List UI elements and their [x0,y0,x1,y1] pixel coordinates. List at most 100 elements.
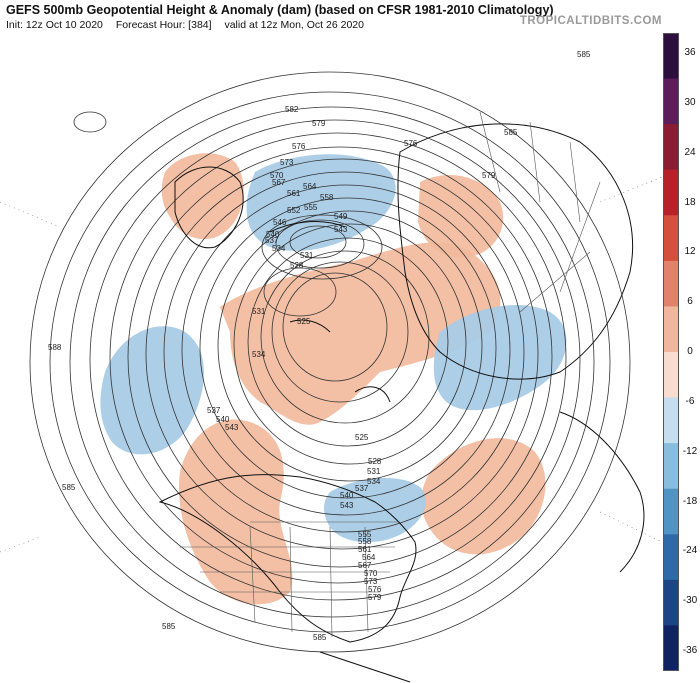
label-567: 567 [272,178,286,187]
colorbar-segment [663,352,679,399]
label-534-na: 534 [367,477,381,486]
colorbar-segment [663,124,679,171]
colorbar-segment [663,443,679,490]
label-555-na: 555 [358,530,372,539]
colorbar-tick-label: -12 [682,445,698,457]
label-582: 582 [285,105,299,114]
colorbar-segment [663,260,679,307]
init-time: Init: 12z Oct 10 2020 [6,19,103,31]
label-576-na: 576 [368,585,382,594]
colorbar-segment [663,625,679,671]
colorbar-bar [663,33,679,671]
borders [180,111,601,638]
colorbar-segment [663,397,679,444]
colorbar-tick-label: -36 [682,645,698,656]
colorbar-tick-label: 24 [684,146,696,158]
label-525-na: 525 [355,433,369,442]
colorbar-segment [663,215,679,262]
polar-map: 582 579 576 573 570 567 564 561 558 555 … [0,32,662,683]
colorbar-segment [663,579,679,626]
anomaly-positive-atlantic [421,438,546,555]
colorbar-tick-label: 0 [687,346,693,357]
brand-watermark: TROPICALTIDBITS.COM [519,15,662,27]
colorbar-segment [663,78,679,125]
coast-greenland [174,166,244,249]
label-537-na: 537 [355,484,369,493]
colorbar-segment [663,33,679,80]
label-585-ne: 585 [504,128,518,137]
label-534: 534 [272,244,286,253]
label-558-na: 558 [358,537,372,546]
label-564-na: 564 [362,553,376,562]
label-585-s: 585 [313,633,327,642]
label-585-north: 585 [577,50,591,59]
label-543-atl: 543 [225,423,239,432]
coast-africa [559,411,645,573]
label-570-na: 570 [364,569,378,578]
label-552: 552 [287,206,301,215]
label-540-na: 540 [340,491,354,500]
label-561-na: 561 [358,545,372,554]
anomaly-negative-atlantic [100,326,204,455]
label-528: 528 [290,261,304,270]
colorbar-tick-label: -30 [682,595,698,607]
label-540: 540 [266,230,280,239]
label-525: 525 [297,317,311,326]
label-588: 588 [48,343,62,352]
label-579: 579 [312,119,326,128]
map-title: GEFS 500mb Geopotential Height & Anomaly… [6,3,554,17]
label-543: 543 [334,225,348,234]
label-543-na: 543 [340,501,354,510]
label-585-sw: 585 [162,622,176,631]
label-561: 561 [287,189,301,198]
colorbar-segment [663,306,679,353]
colorbar-tick-label: 30 [684,96,696,108]
label-531: 531 [300,251,314,260]
label-585-w: 585 [62,483,76,492]
label-573-na: 573 [364,577,378,586]
colorbar-tick-label: 12 [684,246,696,258]
graticule [0,176,662,553]
colorbar-segment [663,534,679,581]
label-528-na: 528 [368,457,382,466]
colorbar-tick-label: 18 [684,196,696,208]
label-546: 546 [273,218,287,227]
anomaly-positive-siberia [418,174,504,258]
label-537-atl: 537 [207,406,221,415]
colorbar-segment [663,488,679,535]
label-570: 570 [270,171,284,180]
label-531-west: 531 [252,307,266,316]
label-555: 555 [304,203,318,212]
colorbar-tick-label: -18 [682,495,698,507]
anomaly-positive-pacific [179,419,293,605]
colorbar-tick-label: 6 [687,296,693,308]
forecast-hour: Forecast Hour: [384] [115,19,212,31]
label-564: 564 [303,182,317,191]
label-534-west: 534 [252,350,266,359]
label-558: 558 [320,193,334,202]
coast-eurasia [397,123,634,380]
colorbar-tick-label: 36 [684,47,696,58]
label-540-atl: 540 [216,415,230,424]
anomaly-negative-africa [324,477,426,543]
label-579-ne: 579 [482,171,496,180]
label-576-ne: 576 [404,139,418,148]
anomaly-positive-greenland [161,153,244,240]
label-567-na: 567 [358,561,372,570]
colorbar-tick-label: -6 [685,395,695,407]
coast-arctic-islands [269,221,391,403]
colorbar-segment [663,169,679,216]
label-549: 549 [334,212,348,221]
anomaly-negative-europe [433,304,567,411]
label-573: 573 [280,158,294,167]
height-contours [29,71,631,653]
colorbar-tick-label: -24 [682,545,698,557]
colorbar-border [663,33,679,671]
label-576: 576 [292,142,306,151]
contour-labels: 582 579 576 573 570 567 564 561 558 555 … [48,50,591,642]
label-579-na: 579 [368,593,382,602]
anomaly-colorbar: 36 30 24 18 12 6 0 -6 -12 -18 -24 -30 -36 [663,33,700,671]
coast-south-america [319,651,411,683]
map-canvas: 582 579 576 573 570 567 564 561 558 555 … [0,50,662,683]
label-531-na: 531 [367,467,381,476]
